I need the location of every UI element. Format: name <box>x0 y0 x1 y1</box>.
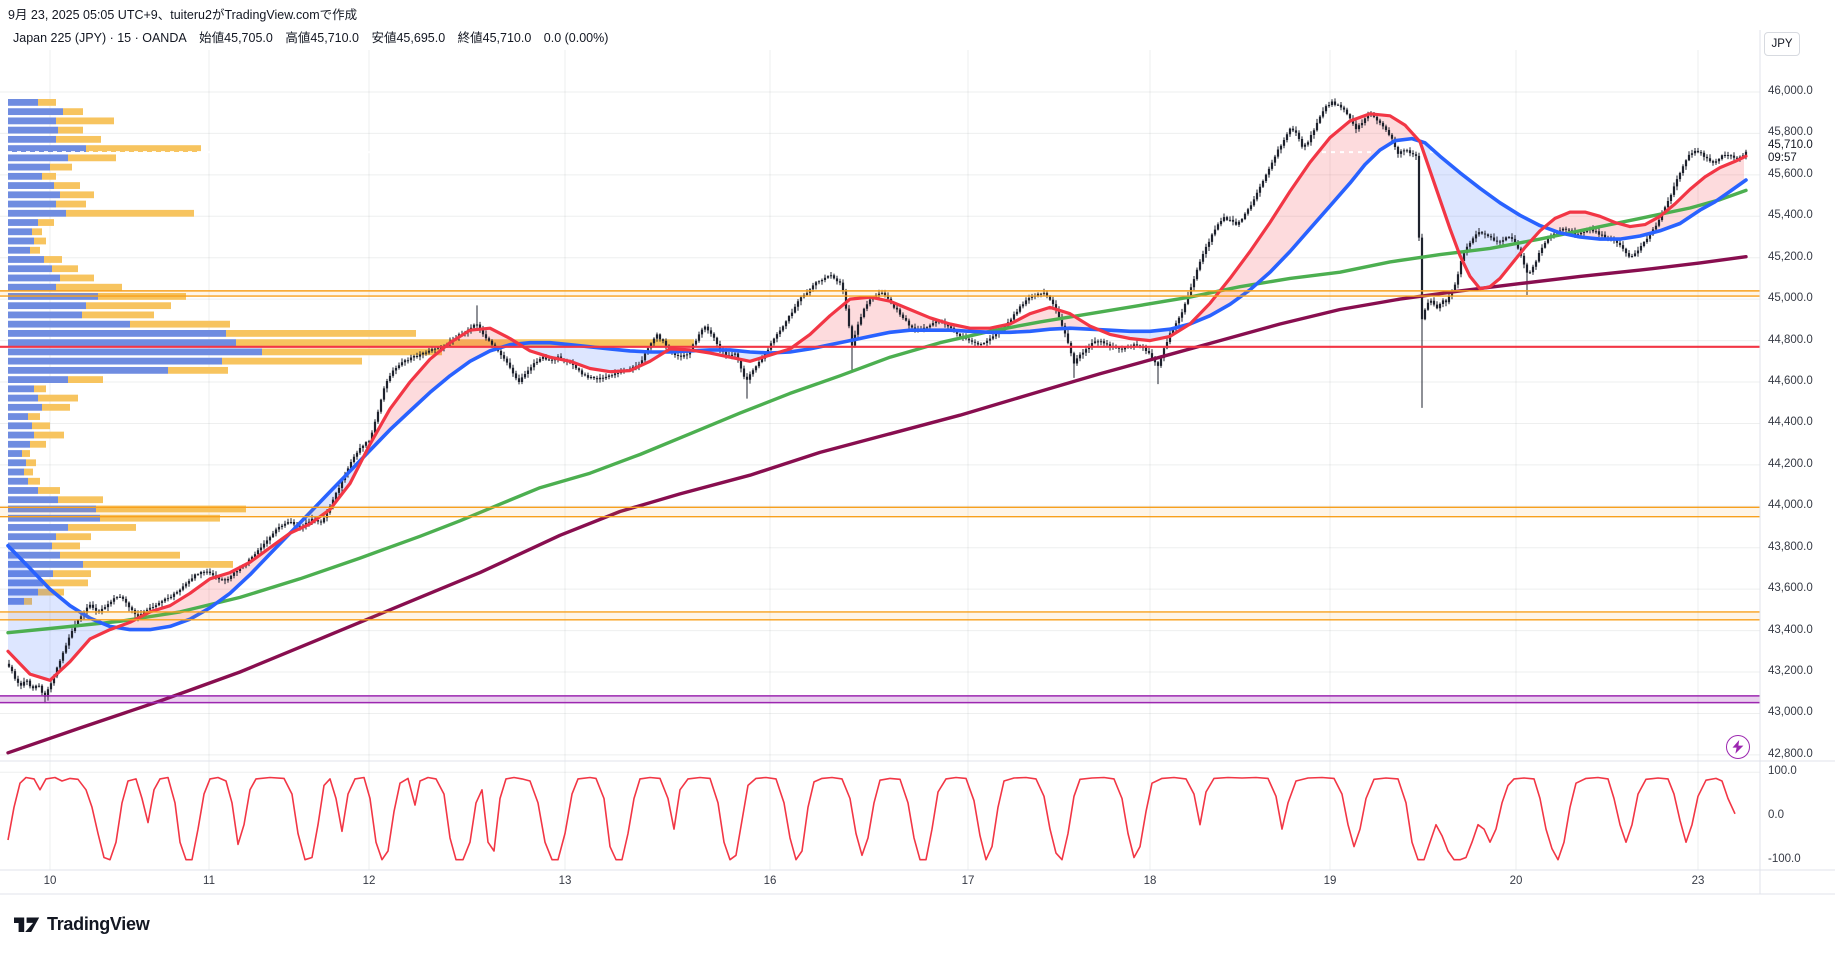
time-axis-label: 17 <box>961 875 975 887</box>
price-axis-label: 44,600.0 <box>1768 375 1813 387</box>
price-axis-label: 45,400.0 <box>1768 209 1813 222</box>
tradingview-mark-icon <box>14 917 40 932</box>
oscillator-line <box>7 776 1736 861</box>
bar-countdown: 09:57 <box>1768 152 1797 164</box>
currency-label: JPY <box>1771 38 1793 50</box>
tradingview-logo-text: TradingView <box>47 914 150 934</box>
oscillator-axis-label: 100.0 <box>1768 765 1797 778</box>
time-axis-label: 12 <box>362 875 376 887</box>
price-axis-label: 46,000.0 <box>1768 85 1813 97</box>
ma-ribbon-fill <box>8 114 1744 680</box>
price-axis-label: 43,800.0 <box>1768 540 1813 553</box>
price-axis-label: 45,600.0 <box>1768 167 1813 180</box>
symbol-title[interactable]: Japan 225 (JPY) · 15 · OANDA <box>13 31 187 45</box>
oscillator-axis-label: 0.0 <box>1768 809 1784 821</box>
current-price-value: 45,710.0 <box>1768 139 1813 151</box>
price-axis-label: 44,000.0 <box>1768 499 1813 512</box>
time-axis-label: 10 <box>43 875 57 887</box>
chart-attribution: 9月 23, 2025 05:05 UTC+9、tuiteru2がTrading… <box>8 8 358 22</box>
price-axis-label: 45,200.0 <box>1768 250 1813 263</box>
price-axis-label: 44,400.0 <box>1768 416 1813 429</box>
time-axis-label: 11 <box>203 875 215 887</box>
quick-action-button[interactable] <box>1726 735 1750 759</box>
chart-legend: Japan 225 (JPY) · 15 · OANDA 始値45,705.0 … <box>13 27 617 46</box>
oscillator-axis-label: -100.0 <box>1768 852 1801 865</box>
lightning-icon <box>1732 740 1744 754</box>
time-axis-label: 16 <box>763 875 777 887</box>
gridlines <box>0 50 1760 870</box>
moving-average <box>6 136 1748 632</box>
price-axis-label: 45,800.0 <box>1768 126 1813 139</box>
ohlc-change: 0.0 (0.00%) <box>543 31 609 45</box>
price-axis-label: 45,000.0 <box>1768 292 1813 305</box>
current-price-label: 45,710.0 09:57 <box>1768 138 1815 166</box>
moving-average <box>6 188 1748 635</box>
price-axis-label: 43,600.0 <box>1768 582 1813 595</box>
ohlc-high: 高値45,710.0 <box>285 31 359 45</box>
moving-average <box>6 255 1748 755</box>
price-axis-label: 43,200.0 <box>1768 665 1813 678</box>
price-axis-label: 44,800.0 <box>1768 333 1813 346</box>
ohlc-close: 終値45,710.0 <box>457 31 532 45</box>
ohlc-open: 始値45,705.0 <box>199 31 273 45</box>
time-axis-label: 13 <box>558 875 572 887</box>
price-axis-label: 43,400.0 <box>1768 623 1813 636</box>
horizontal-levels[interactable] <box>0 290 1760 704</box>
time-axis-label: 19 <box>1323 875 1337 887</box>
price-axis-label: 42,800.0 <box>1768 747 1813 760</box>
currency-unit-button[interactable]: JPY <box>1764 32 1800 56</box>
time-axis-label: 23 <box>1691 875 1705 887</box>
time-axis-label: 20 <box>1509 875 1523 887</box>
tradingview-logo[interactable]: TradingView <box>14 914 150 935</box>
moving-average <box>6 112 1748 682</box>
ohlc-low: 安値45,695.0 <box>371 31 446 45</box>
time-axis-label: 18 <box>1143 875 1157 887</box>
price-axis-label: 44,200.0 <box>1768 457 1813 470</box>
price-axis-label: 43,000.0 <box>1768 706 1813 719</box>
